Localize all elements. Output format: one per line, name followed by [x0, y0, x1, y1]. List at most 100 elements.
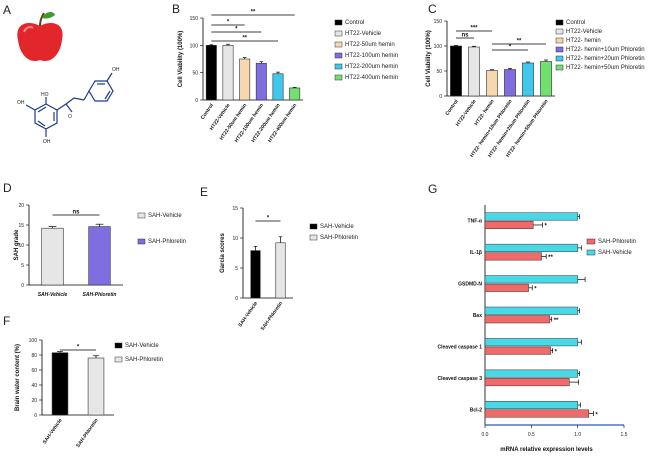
category-label-control: Control [200, 102, 215, 121]
y-tick-label: 20 [31, 398, 37, 404]
legend-swatch-sah-vehicle [114, 342, 123, 349]
significance-label: * [267, 216, 270, 222]
legend-swatch-ht22-vehicle [555, 28, 564, 35]
bar-sah-vehicle [51, 352, 69, 416]
legend-label-control: Control [345, 20, 364, 26]
y-tick-label: 0 [235, 296, 238, 302]
bar-cleaved-caspase-3-sah-phloretin [484, 378, 570, 387]
legend-label-sah-vehicle: SAH-Vehicle [598, 250, 632, 256]
panel-letter-b: B [172, 2, 180, 16]
y-tick-label: 100 [190, 43, 199, 49]
panel-a: A HO OH OH OH O [3, 3, 120, 145]
y-axis-title: Garcia scores [220, 232, 226, 272]
y-tick-label: 50 [436, 69, 442, 75]
bar-il-1-sah-phloretin [484, 252, 542, 261]
y-tick-label: 0 [195, 98, 198, 104]
legend-label-sah-phloretin: SAH-Phloretin [148, 239, 186, 245]
bar-ht22-400um-hemin [289, 87, 301, 101]
y-axis-title: Cell Viability (100%) [178, 31, 184, 88]
y-axis-title: Brain water content (%) [15, 344, 21, 411]
legend-swatch-sah-phloretin [137, 238, 146, 245]
panel-letter-e: E [200, 185, 208, 199]
category-label-bcl-2: Bcl-2 [470, 407, 482, 413]
category-label-sah-vehicle: SAH-Vehicle [237, 301, 259, 329]
legend-label-ht22-hemin: HT22- hemin [566, 38, 601, 44]
y-tick-label: 0 [439, 94, 442, 100]
category-label-sah-vehicle: SAH-Vehicle [38, 292, 68, 298]
legend-label-sah-phloretin: SAH-Phloretin [125, 357, 163, 363]
x-tick-label: 1.0 [574, 432, 581, 438]
bar-ht22-hemin [486, 70, 498, 97]
x-axis-title: mRNA relative expression levels [500, 447, 593, 453]
category-label-bax: Bax [473, 313, 482, 319]
legend-label-sah-phloretin: SAH-Phloretin [598, 239, 636, 245]
legend-label-ht22-400um-hemin: HT22-400um hemin [345, 75, 398, 81]
structure-label-oh-bottom: OH [43, 139, 51, 145]
bar-sah-phloretin [87, 357, 105, 416]
y-tick-label: 40 [31, 383, 37, 389]
bar-ht22-vehicle [222, 45, 234, 101]
bar-il-1-sah-vehicle [484, 243, 578, 252]
legend-label-control: Control [566, 20, 585, 26]
category-label-control: Control [445, 98, 460, 117]
panel-f-chart: 0 20 40 60 80 100 Brain water content (%) SAH-V… [15, 338, 163, 449]
y-tick-label: 100 [29, 338, 38, 344]
category-label-sah-phloretin: SAH-Phloretin [75, 418, 99, 449]
bar-gsdmd-n-sah-phloretin [484, 283, 529, 292]
apple-icon [17, 11, 63, 62]
legend-swatch-ht22-400um-hemin [334, 74, 343, 81]
category-label-sah-phloretin: SAH-Phloretin [260, 301, 284, 332]
legend-swatch-ht22-hemin-20um-phloretin [555, 55, 564, 62]
legend-label-ht22-hemin-10um-phloretin: HT22- hemin+10um Phloretin [566, 47, 645, 53]
category-label-cleaved-caspase-3: Cleaved caspase 3 [438, 376, 483, 382]
legend-label-ht22-vehicle: HT22-Vehicle [566, 29, 603, 35]
legend-label-ht22-hemin-20um-phloretin: HT22- hemin+20um Phloretin [566, 56, 645, 62]
x-tick-label: 0.5 [528, 432, 535, 438]
bar-bax-sah-vehicle [484, 306, 578, 315]
category-label-cleaved-caspase-1: Cleaved caspase 1 [438, 344, 483, 350]
significance-label: * [595, 412, 598, 418]
legend-swatch-control [334, 19, 343, 26]
structure-label-o: O [68, 114, 72, 120]
structure-labels: HO OH OH OH O [17, 67, 120, 145]
panel-letter-d: D [3, 181, 12, 195]
bar-sah-phloretin [88, 226, 111, 286]
bar-ht22-200um-hemin [272, 73, 284, 101]
bar-ht22-hemin-10um-phloretin [504, 69, 516, 97]
bar-cleaved-caspase-1-sah-phloretin [484, 346, 552, 355]
y-tick-label: 10 [232, 236, 238, 242]
legend-swatch-control [555, 19, 564, 26]
bar-sah-vehicle [250, 250, 261, 299]
y-axis-title: SAH grade [14, 229, 20, 260]
category-label-sah-phloretin: SAH-Phloretin [83, 292, 117, 298]
legend-label-sah-vehicle: SAH-Vehicle [148, 213, 182, 219]
panel-letter-g: G [428, 182, 437, 196]
y-tick-label: 150 [190, 16, 199, 22]
significance-label: ** [251, 10, 256, 16]
bar-control [205, 45, 217, 101]
y-tick-label: 100 [434, 44, 443, 50]
bar-bax-sah-phloretin [484, 315, 551, 324]
legend-swatch-ht22-hemin [555, 37, 564, 44]
legend-swatch-ht22-hemin-10um-phloretin [555, 46, 564, 53]
bar-tnf-sah-vehicle [484, 212, 578, 221]
legend-swatch-sah-vehicle [586, 249, 596, 256]
legend-label-ht22-vehicle: HT22-Vehicle [345, 31, 382, 37]
phloretin-structure-icon [25, 72, 114, 137]
significance-label: * [509, 45, 512, 51]
y-tick-label: 5 [235, 266, 238, 272]
y-tick-label: 60 [31, 368, 37, 374]
significance-label: ** [548, 255, 553, 261]
bar-bcl-2-sah-phloretin [484, 409, 590, 418]
bar-ht22-100um-hemin [255, 63, 267, 101]
legend-swatch-sah-vehicle [137, 212, 146, 219]
significance-label: *** [470, 26, 478, 32]
legend-label-sah-phloretin: SAH-Phloretin [320, 235, 358, 241]
bar-bcl-2-sah-vehicle [484, 401, 578, 410]
legend-label-ht22-200um-hemin: HT22-200um hemin [345, 64, 398, 70]
bar-ht22-50um-hemin [239, 58, 251, 101]
y-tick-label: 5 [21, 263, 24, 269]
